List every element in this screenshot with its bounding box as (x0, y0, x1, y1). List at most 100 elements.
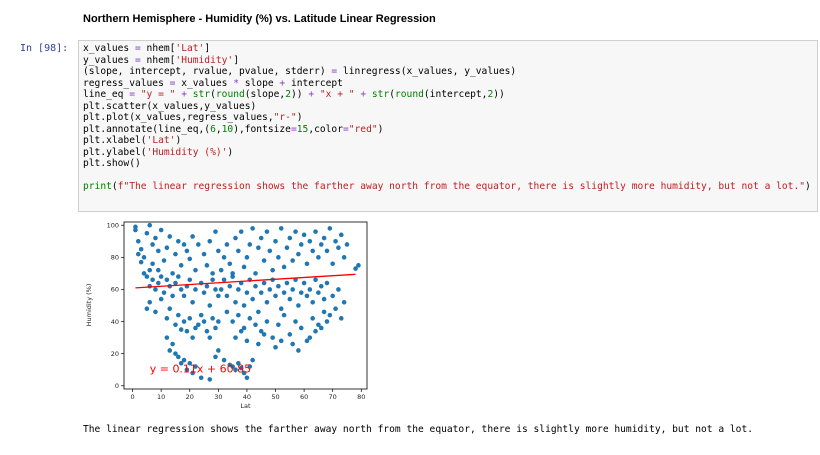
scatter-point (293, 319, 298, 324)
scatter-point (135, 251, 141, 257)
scatter-point (184, 328, 190, 334)
scatter-point (133, 224, 138, 230)
scatter-point (338, 316, 344, 321)
code-line: line_eq = "y = " + str(round(slope,2)) +… (83, 89, 505, 100)
scatter-point (333, 238, 338, 244)
scatter-point (193, 325, 198, 331)
scatter-point (184, 248, 190, 254)
scatter-point (227, 261, 233, 267)
scatter-point (264, 299, 270, 305)
scatter-point (233, 235, 238, 241)
scatter-point (153, 235, 158, 241)
code-line: y_values = nhem['Humidity'] (83, 54, 239, 66)
scatter-point (213, 229, 218, 234)
scatter-point (144, 274, 150, 279)
scatter-point (247, 364, 253, 369)
scatter-point (193, 364, 198, 369)
scatter-point (216, 348, 221, 353)
scatter-point (170, 341, 175, 347)
regression-line (135, 273, 356, 289)
scatter-point (316, 290, 321, 295)
scatter-point (287, 296, 293, 302)
scatter-point (304, 293, 310, 299)
scatter-point (173, 280, 178, 286)
scatter-point (187, 277, 193, 283)
scatter-point (133, 227, 138, 233)
scatter-point (276, 283, 281, 289)
scatter-point (201, 251, 207, 257)
scatter-point (281, 290, 287, 295)
scatter-point (198, 375, 204, 381)
scatter-point (167, 234, 173, 239)
scatter-point (336, 287, 341, 292)
scatter-point (204, 328, 210, 334)
scatter-point (190, 370, 195, 376)
scatter-point (173, 251, 178, 257)
scatter-point (284, 245, 290, 250)
scatter-point (330, 261, 335, 267)
scatter-point (261, 280, 267, 286)
scatter-point (207, 238, 213, 244)
code-line: regress_values = x_values * slope + inte… (83, 77, 343, 89)
scatter-point (210, 271, 215, 276)
scatter-point (281, 264, 287, 270)
scatter-point (353, 266, 358, 271)
scatter-point (256, 341, 261, 347)
scatter-point (173, 322, 178, 328)
scatter-point (330, 293, 335, 299)
code-cell-input[interactable]: x_values = nhem['Lat'] y_values = nhem['… (78, 40, 818, 212)
scatter-point (273, 238, 278, 244)
scatter-point (156, 280, 161, 286)
regression-equation-annotation: y = 0.11x + 60.85 (150, 363, 251, 376)
scatter-point (153, 309, 158, 315)
x-axis-label: Lat (240, 402, 251, 410)
scatter-point (276, 255, 281, 260)
scatter-point (278, 338, 284, 344)
scatter-point (304, 338, 310, 344)
scatter-point (270, 335, 275, 340)
scatter-point (327, 226, 333, 231)
scatter-point (230, 364, 235, 369)
scatter-point (210, 316, 215, 321)
code-line: plt.plot(x_values,regress_values,"r-") (83, 112, 303, 123)
scatter-point (250, 357, 255, 363)
code-editor[interactable]: x_values = nhem['Lat'] y_values = nhem['… (83, 43, 811, 193)
x-tick-label: 0 (131, 393, 135, 401)
scatter-point (170, 271, 175, 276)
y-tick-label: 60 (111, 286, 119, 294)
scatter-point (173, 351, 178, 356)
scatter-point (284, 280, 290, 286)
scatter-point (281, 312, 287, 318)
scatter-point (336, 245, 341, 250)
scatter-point (298, 325, 304, 331)
scatter-point (207, 303, 213, 308)
scatter-point (241, 325, 247, 331)
scatter-point (318, 283, 324, 289)
scatter-point (324, 248, 330, 254)
scatter-point (258, 328, 264, 334)
markdown-heading: Northern Hemisphere - Humidity (%) vs. L… (83, 13, 436, 25)
scatter-point (250, 226, 255, 231)
scatter-point (141, 255, 147, 260)
scatter-point (313, 277, 318, 283)
code-line: plt.show() (83, 158, 141, 169)
scatter-point (290, 341, 295, 347)
x-tick-label: 80 (357, 393, 365, 401)
scatter-point (190, 299, 195, 305)
scatter-point (193, 287, 198, 292)
scatter-point (278, 306, 284, 312)
scatter-point (244, 255, 250, 260)
scatter-point (176, 274, 181, 279)
scatter-point (190, 234, 195, 239)
scatter-point (221, 255, 227, 260)
scatter-point (247, 316, 253, 321)
scatter-point (198, 280, 204, 286)
scatter-point (224, 309, 230, 315)
scatter-point (213, 325, 218, 331)
scatter-point (338, 232, 344, 238)
scatter-point (176, 354, 181, 360)
scatter-point (256, 309, 261, 315)
scatter-point (170, 293, 175, 299)
x-tick-label: 40 (243, 393, 251, 401)
scatter-point (298, 242, 304, 247)
